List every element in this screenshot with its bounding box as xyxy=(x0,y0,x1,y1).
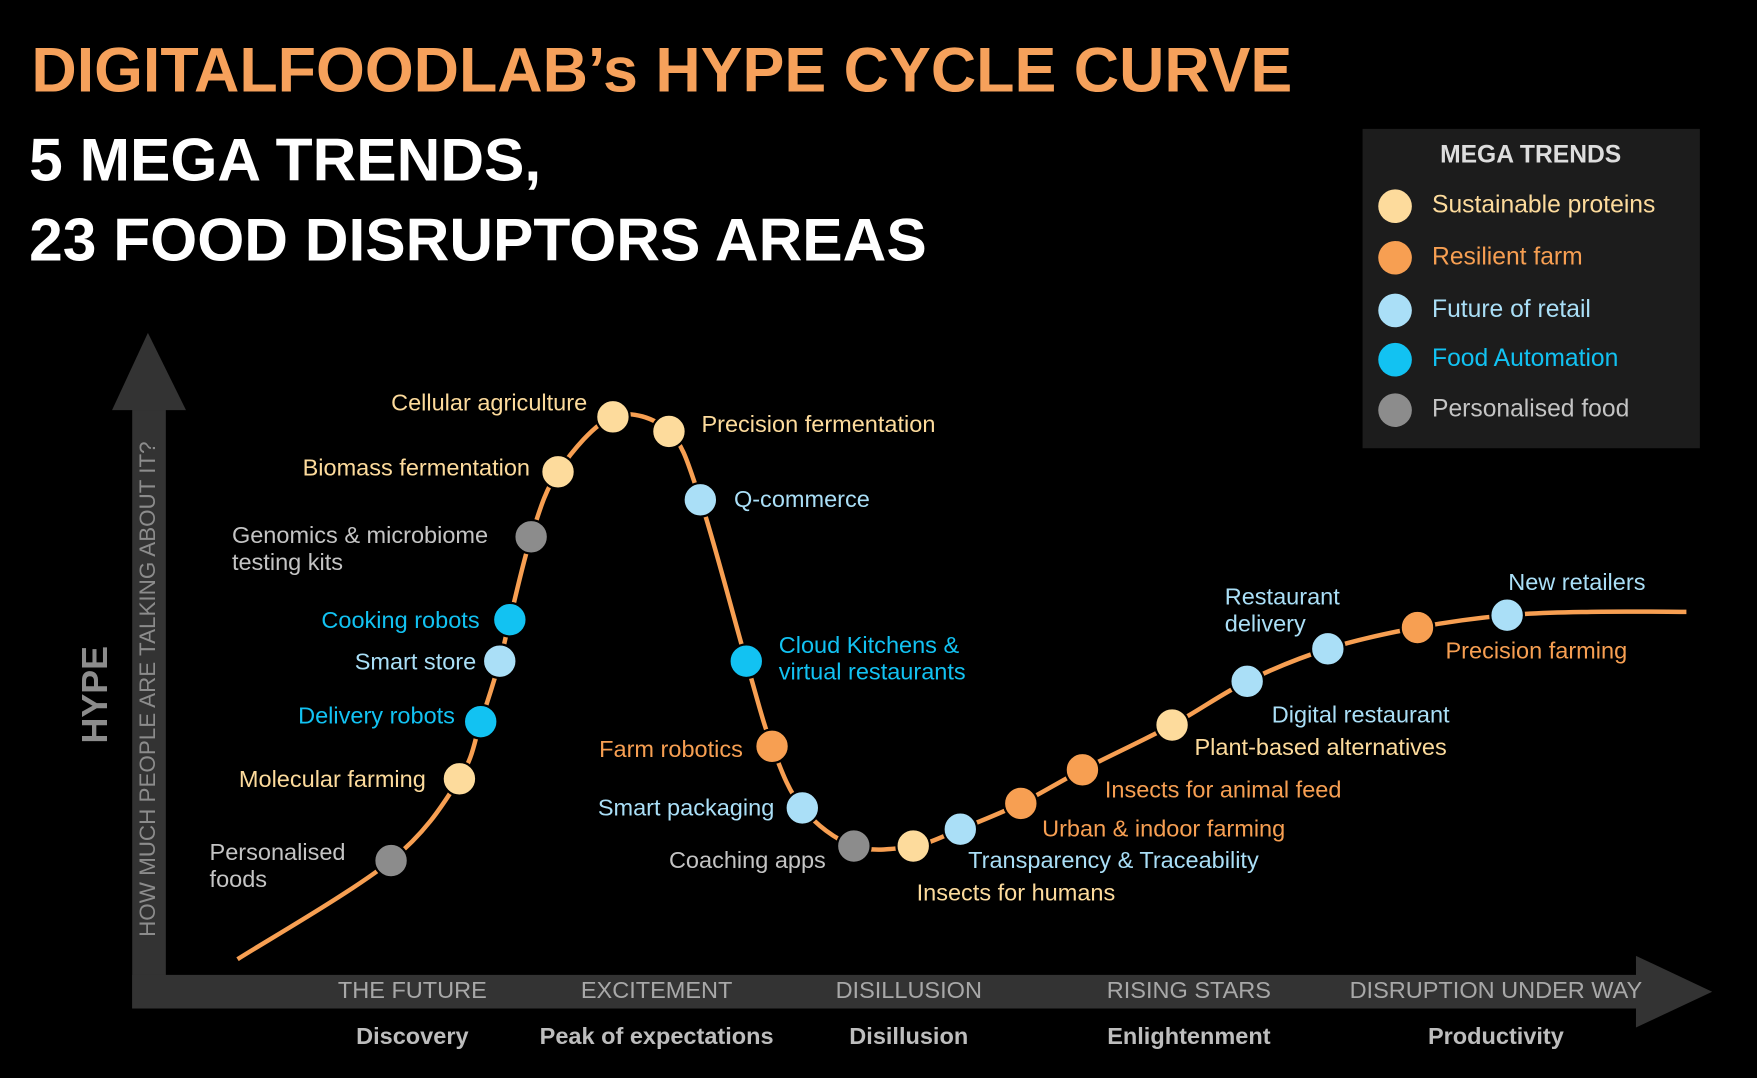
phase-name: Productivity xyxy=(1428,1023,1564,1049)
trend-dot xyxy=(491,601,528,638)
node-label: Biomass fermentation xyxy=(303,455,530,481)
node-label: Molecular farming xyxy=(239,766,426,792)
node-label: Genomics & microbiome xyxy=(232,522,488,548)
node-label: testing kits xyxy=(232,549,343,575)
node-label: foods xyxy=(210,866,268,892)
trend-dot xyxy=(1489,597,1526,634)
x-axis-arrow xyxy=(1635,955,1713,1028)
trend-dot xyxy=(481,643,518,680)
node-label: Digital restaurant xyxy=(1272,701,1450,727)
legend-swatch xyxy=(1378,393,1412,427)
phase-stage: DISILLUSION xyxy=(836,977,982,1003)
phase-stage: THE FUTURE xyxy=(338,977,487,1003)
trend-dot xyxy=(784,789,821,826)
phase-stage: DISRUPTION UNDER WAY xyxy=(1350,977,1643,1003)
node-label: Coaching apps xyxy=(669,847,826,873)
node-label: Plant-based alternatives xyxy=(1194,734,1446,760)
trend-dot xyxy=(1399,609,1436,646)
node-label: Urban & indoor farming xyxy=(1042,816,1285,842)
subtitle: 5 MEGA TRENDS, xyxy=(29,126,541,194)
subtitle: 23 FOOD DISRUPTORS AREAS xyxy=(29,205,927,273)
phase-name: Disillusion xyxy=(849,1023,968,1049)
phase-stage: RISING STARS xyxy=(1107,977,1271,1003)
trend-dot xyxy=(1064,751,1101,788)
node-label: Farm robotics xyxy=(599,736,743,762)
node-label: Delivery robots xyxy=(298,702,455,728)
y-axis xyxy=(132,403,166,1009)
y-axis-label: HYPE xyxy=(75,646,115,744)
trend-dot xyxy=(441,760,478,797)
legend-label: Future of retail xyxy=(1432,296,1591,323)
node-label: Precision fermentation xyxy=(701,411,935,437)
trend-dot xyxy=(1154,707,1191,743)
legend-swatch xyxy=(1378,293,1412,328)
trend-dot xyxy=(595,398,631,435)
node-label: Q-commerce xyxy=(734,486,870,512)
node-label: Cloud Kitchens & xyxy=(779,632,960,658)
legend-swatch xyxy=(1378,240,1412,275)
trend-dot xyxy=(540,453,576,490)
node-label: Smart packaging xyxy=(598,794,774,820)
node-label: Cooking robots xyxy=(321,607,479,633)
trend-dot xyxy=(835,828,872,864)
y-axis-sublabel: HOW MUCH PEOPLE ARE TALKING ABOUT IT? xyxy=(135,441,160,937)
node-label: virtual restaurants xyxy=(779,659,966,685)
title: DIGITALFOODLAB’s HYPE CYCLE CURVE xyxy=(31,36,1292,106)
legend-label: Personalised food xyxy=(1432,396,1629,423)
trend-dot xyxy=(1229,663,1266,700)
node-label: Restaurant xyxy=(1225,584,1340,610)
phase-name: Discovery xyxy=(356,1023,468,1049)
trend-dot xyxy=(754,728,790,765)
phase-name: Peak of expectations xyxy=(540,1023,774,1049)
node-label: Transparency & Traceability xyxy=(968,847,1259,873)
node-label: Cellular agriculture xyxy=(391,390,587,416)
phase-name: Enlightenment xyxy=(1107,1023,1270,1049)
y-axis-arrow xyxy=(112,332,187,411)
trend-dot xyxy=(942,811,979,848)
legend-box xyxy=(1362,128,1700,449)
trend-dot xyxy=(513,518,550,555)
legend-swatch xyxy=(1378,189,1412,224)
node-label: delivery xyxy=(1225,610,1306,636)
node-label: Insects for animal feed xyxy=(1105,776,1342,802)
legend-label: Sustainable proteins xyxy=(1432,192,1655,219)
trend-dot xyxy=(651,413,687,450)
trend-dot xyxy=(895,828,932,864)
node-label: Smart store xyxy=(355,649,477,675)
legend-title: MEGA TRENDS xyxy=(1440,141,1621,168)
legend-label: Food Automation xyxy=(1432,345,1618,372)
trend-dot xyxy=(462,703,499,740)
trend-dot xyxy=(728,643,765,680)
trend-dot xyxy=(373,842,409,879)
legend-label: Resilient farm xyxy=(1432,243,1583,270)
node-label: Precision farming xyxy=(1445,637,1627,663)
node-label: Personalised xyxy=(210,839,346,865)
trend-dot xyxy=(682,481,719,518)
x-axis xyxy=(132,974,1640,1009)
node-label: Insects for humans xyxy=(917,879,1116,905)
trend-dot xyxy=(1002,785,1039,822)
phase-stage: EXCITEMENT xyxy=(581,977,733,1003)
legend-swatch xyxy=(1378,342,1412,377)
node-label: New retailers xyxy=(1508,569,1645,595)
trend-dot xyxy=(1309,630,1346,667)
